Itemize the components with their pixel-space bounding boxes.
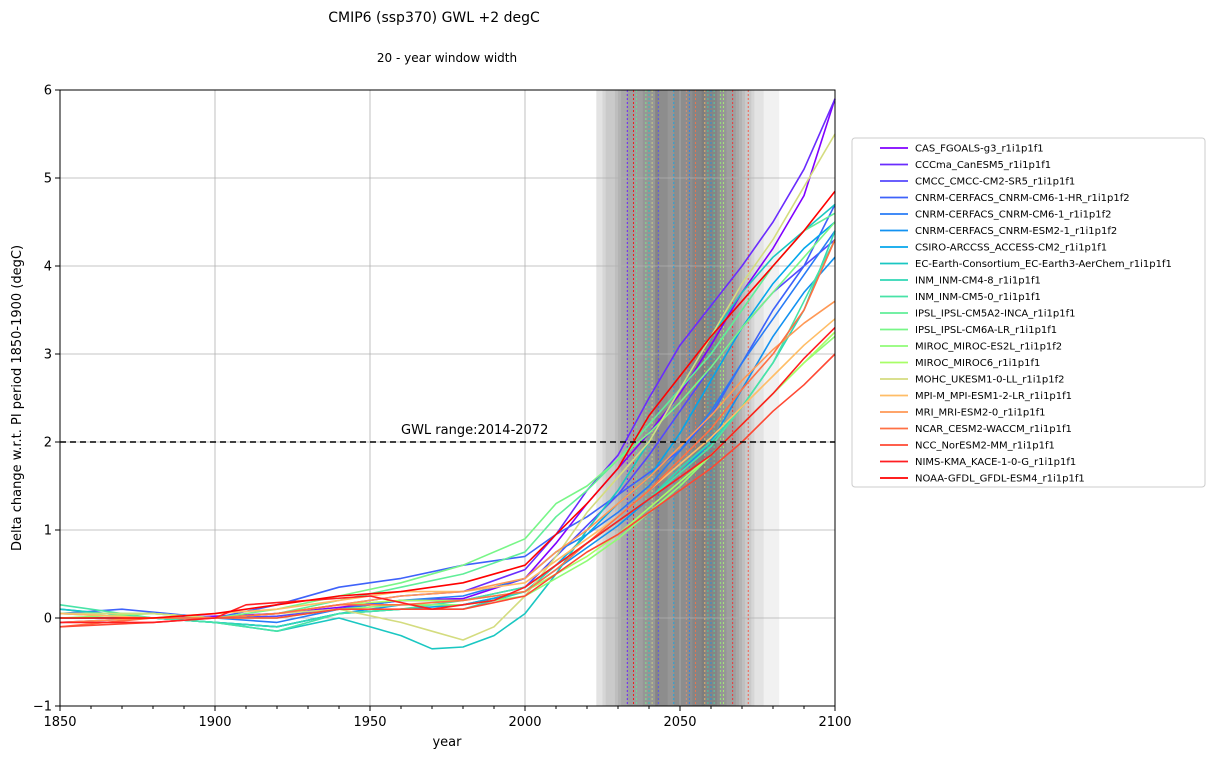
x-tick-label: 1950 xyxy=(353,715,386,730)
x-tick-label: 2100 xyxy=(818,715,851,730)
legend-label-16: MPI-M_MPI-ESM1-2-LR_r1i1p1f1 xyxy=(915,391,1072,402)
legend-label-21: NOAA-GFDL_GFDL-ESM4_r1i1p1f1 xyxy=(915,474,1085,485)
legend-label-15: MOHC_UKESM1-0-LL_r1i1p1f2 xyxy=(915,375,1064,386)
x-tick-label: 1850 xyxy=(43,715,76,730)
y-tick-label: 2 xyxy=(44,436,52,451)
series-line-16 xyxy=(59,318,836,619)
x-tick-label: 1900 xyxy=(198,715,231,730)
x-tick-label: 2050 xyxy=(663,715,696,730)
legend-label-4: CNRM-CERFACS_CNRM-CM6-1-HR_r1i1p1f2 xyxy=(915,193,1130,204)
y-tick-label: 6 xyxy=(44,84,52,99)
legend-box xyxy=(851,137,1206,488)
legend-label-7: CSIRO-ARCCSS_ACCESS-CM2_r1i1p1f1 xyxy=(915,243,1107,254)
y-tick-label: 3 xyxy=(44,348,52,363)
y-tick-label: −1 xyxy=(33,700,52,715)
legend-label-5: CNRM-CERFACS_CNRM-CM6-1_r1i1p1f2 xyxy=(915,210,1112,221)
legend-label-17: MRI_MRI-ESM2-0_r1i1p1f1 xyxy=(915,408,1046,419)
legend-label-6: CNRM-CERFACS_CNRM-ESM2-1_r1i1p1f2 xyxy=(915,226,1117,237)
series-line-20 xyxy=(60,327,836,624)
legend-label-1: CAS_FGOALS-g3_r1i1p1f1 xyxy=(915,144,1044,155)
legend-label-11: IPSL_IPSL-CM5A2-INCA_r1i1p1f1 xyxy=(915,309,1075,320)
legend-label-9: INM_INM-CM4-8_r1i1p1f1 xyxy=(915,276,1041,287)
legend-label-12: IPSL_IPSL-CM6A-LR_r1i1p1f1 xyxy=(915,325,1057,336)
legend-label-3: CMCC_CMCC-CM2-SR5_r1i1p1f1 xyxy=(915,177,1075,188)
y-tick-label: 0 xyxy=(44,612,52,627)
legend-label-13: MIROC_MIROC-ES2L_r1i1p1f2 xyxy=(915,342,1062,353)
legend-label-8: EC-Earth-Consortium_EC-Earth3-AerChem_r1… xyxy=(915,259,1172,270)
legend-label-18: NCAR_CESM2-WACCM_r1i1p1f1 xyxy=(915,424,1072,435)
series-lines xyxy=(59,98,836,650)
legend-label-14: MIROC_MIROC6_r1i1p1f1 xyxy=(915,358,1040,369)
legend-label-19: NCC_NorESM2-MM_r1i1p1f1 xyxy=(915,441,1055,452)
series-line-21 xyxy=(60,190,836,619)
legend: CAS_FGOALS-g3_r1i1p1f1 CCCma_CanESM5_r1i1… xyxy=(851,137,1206,488)
plot-frame xyxy=(59,89,836,707)
y-axis-ticks: −1 0 1 2 3 4 5 6 xyxy=(33,84,60,715)
x-axis-label: year xyxy=(432,735,462,750)
y-axis-label: Delta change w.r.t. PI period 1850-1900 … xyxy=(10,245,25,551)
chart-title: CMIP6 (ssp370) GWL +2 degC xyxy=(328,10,540,26)
y-tick-label: 4 xyxy=(44,260,52,275)
crossing-year-lines xyxy=(626,90,749,706)
series-line-18 xyxy=(59,239,836,628)
x-tick-label: 2000 xyxy=(508,715,541,730)
series-line-19 xyxy=(59,353,836,628)
chart-subtitle: 20 - year window width xyxy=(377,51,517,65)
series-line-5 xyxy=(60,230,836,624)
y-tick-label: 5 xyxy=(44,172,52,187)
legend-label-20: NIMS-KMA_KACE-1-0-G_r1i1p1f1 xyxy=(915,457,1076,468)
legend-label-10: INM_INM-CM5-0_r1i1p1f1 xyxy=(915,292,1041,303)
gwl-range-annotation: GWL range:2014-2072 xyxy=(401,423,548,438)
plot-area: GWL range:2014-2072 xyxy=(59,89,836,707)
legend-label-2: CCCma_CanESM5_r1i1p1f1 xyxy=(915,160,1051,171)
x-axis-ticks: 1850 1900 1950 2000 2050 2100 xyxy=(43,706,852,730)
y-tick-label: 1 xyxy=(44,524,52,539)
